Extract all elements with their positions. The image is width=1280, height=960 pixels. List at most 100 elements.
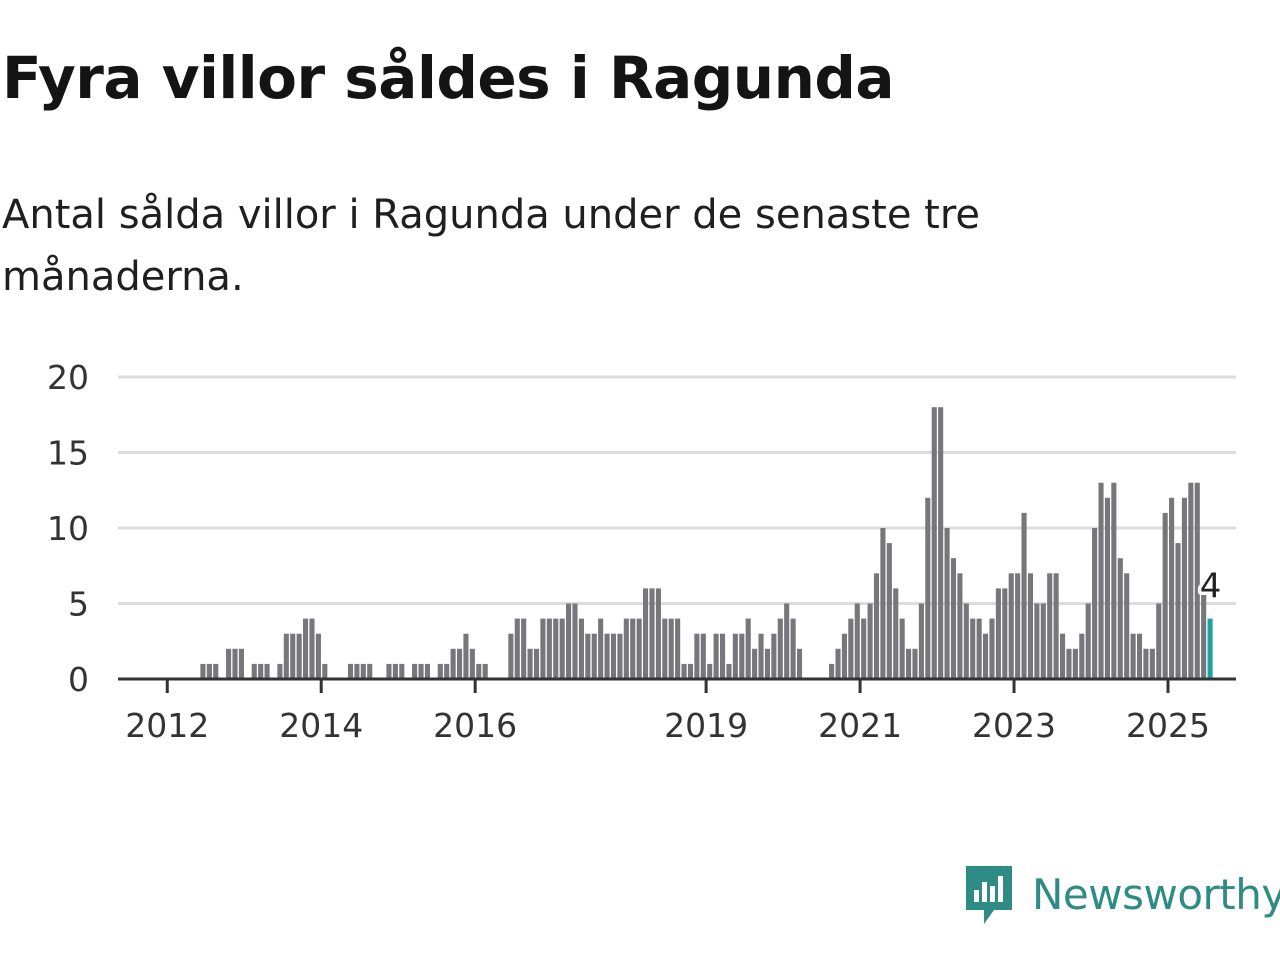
x-tick-label: 2021 [818, 706, 902, 745]
y-tick-label: 5 [68, 585, 89, 624]
bar [668, 618, 674, 679]
bar [848, 618, 854, 679]
bar [1040, 603, 1046, 679]
bar [226, 648, 232, 679]
bar [367, 663, 373, 679]
bar [1104, 497, 1110, 679]
x-tick-label: 2019 [664, 706, 748, 745]
bar [251, 663, 257, 679]
bar [1098, 482, 1104, 679]
bar [315, 633, 321, 679]
bar [970, 618, 976, 679]
bar [1079, 633, 1085, 679]
bar [687, 663, 694, 679]
x-tick-label: 2023 [972, 706, 1056, 745]
bar [906, 648, 912, 679]
bar [983, 633, 989, 679]
bar [521, 618, 527, 679]
bar [1156, 603, 1162, 679]
y-tick-label: 10 [47, 509, 89, 548]
bar [437, 663, 443, 679]
bar [950, 558, 957, 679]
bar [1059, 633, 1066, 679]
bar [681, 663, 687, 679]
highlight-value-label: 4 [1200, 567, 1222, 607]
bar [1149, 648, 1155, 679]
bar [290, 633, 296, 679]
bar [1162, 512, 1168, 679]
bar [1027, 573, 1034, 679]
bar [636, 618, 642, 679]
bar [264, 663, 270, 679]
bar [873, 573, 880, 679]
bar [598, 618, 604, 679]
bar [938, 407, 944, 679]
bar [572, 603, 578, 679]
x-tick-label: 2014 [279, 706, 363, 745]
bar [630, 618, 636, 679]
bar [1047, 573, 1053, 679]
bar [360, 663, 366, 679]
bar [514, 618, 520, 679]
bar [713, 633, 719, 679]
bar [784, 603, 790, 679]
bar [392, 663, 398, 679]
bar [739, 633, 745, 679]
bar [1143, 648, 1149, 679]
bar [732, 633, 738, 679]
bar [1021, 512, 1027, 679]
bar [578, 618, 584, 679]
bar [200, 663, 206, 679]
x-tick-label: 2025 [1126, 706, 1210, 745]
bar [707, 663, 713, 679]
bar [283, 633, 289, 679]
bar [1194, 482, 1200, 679]
bars [200, 407, 1213, 679]
bar [745, 618, 751, 679]
bar [1136, 633, 1143, 679]
bar [861, 618, 867, 679]
gridlines [118, 375, 1236, 605]
bar [675, 618, 681, 679]
bar [886, 543, 892, 679]
bar [238, 648, 244, 679]
bar [752, 648, 758, 679]
newsworthy-logo-icon [966, 866, 1012, 924]
bar [1066, 648, 1072, 679]
bar [591, 633, 597, 679]
bar [995, 588, 1001, 679]
chart-subtitle: Antal sålda villor i Ragunda under de se… [2, 192, 981, 300]
bar [469, 648, 475, 679]
y-tick-label: 0 [68, 660, 89, 699]
bar [649, 588, 655, 679]
bar [976, 618, 982, 679]
bar [533, 648, 540, 679]
bar [1111, 482, 1117, 679]
bar [553, 618, 559, 679]
bar [309, 618, 315, 679]
bar [880, 528, 886, 679]
bar [232, 648, 238, 679]
bar [482, 663, 488, 679]
bar [764, 648, 770, 679]
bar [1117, 558, 1123, 679]
bar [527, 648, 533, 679]
brand-name: Newsworthy [1032, 869, 1280, 919]
bar [726, 663, 732, 679]
bar [322, 663, 328, 679]
bar [303, 618, 309, 679]
bar [1130, 633, 1136, 679]
bar [347, 663, 354, 679]
bar [854, 603, 860, 679]
bar [354, 663, 360, 679]
bar [796, 648, 803, 679]
bar [444, 663, 450, 679]
bar [790, 618, 796, 679]
bar [957, 573, 963, 679]
axes: 0 5 10 15 20 4 2012 2014 2016 2019 2021 2023 2025 [47, 358, 1236, 745]
highlight-bar [1207, 618, 1213, 679]
bar [777, 618, 783, 679]
bar [258, 663, 264, 679]
bar [944, 528, 950, 679]
bar [412, 663, 418, 679]
